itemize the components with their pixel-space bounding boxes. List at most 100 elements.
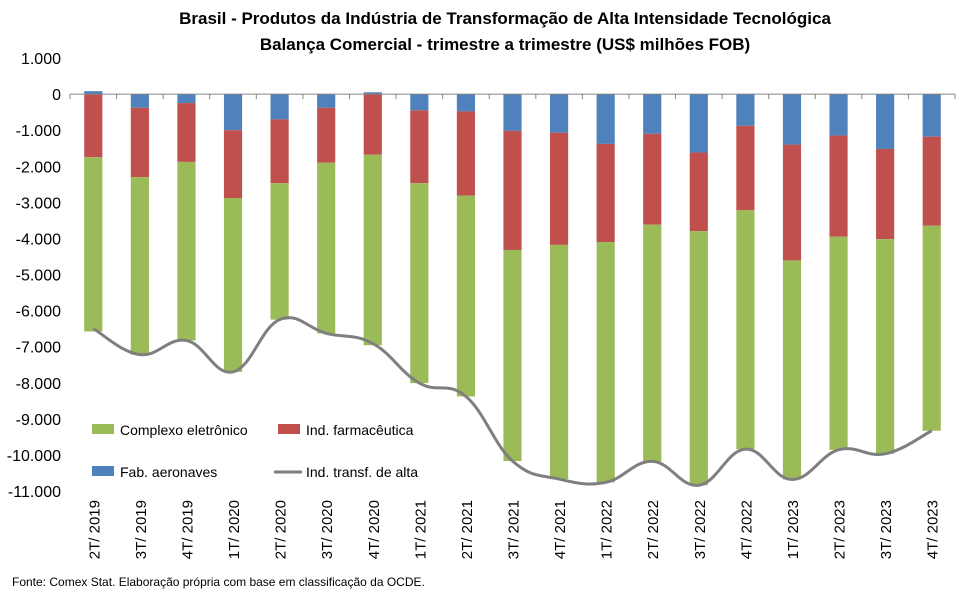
bar-segment	[596, 94, 615, 144]
bar-segment	[689, 94, 708, 153]
bar-segment	[829, 135, 848, 237]
bar-segment	[270, 94, 289, 120]
y-tick-label: -7.000	[16, 340, 61, 357]
bar-segment	[596, 242, 615, 483]
bar-segment	[177, 94, 196, 104]
bar-segment	[223, 94, 243, 131]
x-tick-label: 1T/ 2020	[226, 500, 243, 559]
legend-label: Ind. transf. de alta	[306, 464, 418, 480]
bar-segment	[689, 152, 708, 232]
y-tick-label: -10.000	[7, 448, 61, 465]
x-tick-label: 2T/ 2022	[645, 500, 662, 559]
source-note: Fonte: Comex Stat. Elaboração própria co…	[12, 575, 425, 589]
bar-segment	[177, 161, 196, 341]
bar-segment	[643, 133, 662, 225]
bar-segment	[130, 177, 149, 355]
bar-segment	[317, 94, 336, 108]
bar-segment	[130, 107, 149, 178]
y-tick-label: -1.000	[16, 123, 61, 140]
y-axis: 1.000 0 -1.000 -2.000 -3.000 -4.000 -5.000 -6.0…	[7, 51, 61, 501]
bar-segment	[922, 94, 941, 137]
legend-swatch	[92, 424, 114, 434]
x-tick-label: 4T/ 2022	[738, 500, 755, 559]
x-tick-label: 3T/ 2022	[692, 500, 709, 559]
bar-segment	[456, 195, 476, 397]
y-tick-label: -9.000	[16, 412, 61, 429]
y-tick-label: -4.000	[16, 231, 61, 248]
x-tick-label: 4T/ 2021	[552, 500, 569, 559]
x-tick-label: 4T/ 2020	[366, 500, 383, 559]
x-tick-label: 1T/ 2023	[785, 500, 802, 559]
x-tick-label: 3T/ 2021	[506, 500, 523, 559]
bar-segment	[876, 148, 895, 240]
bar-segment	[503, 249, 522, 462]
bar-series	[84, 91, 941, 486]
bar-segment	[410, 183, 429, 384]
y-tick-label: 1.000	[21, 51, 61, 68]
bar-segment	[503, 130, 522, 250]
bar-segment	[223, 130, 243, 199]
bar-segment	[876, 94, 895, 149]
bar-segment	[223, 198, 243, 372]
bar-segment	[84, 157, 103, 332]
y-tick-label: -11.000	[8, 484, 61, 501]
bar-segment	[549, 244, 569, 480]
bar-segment	[736, 125, 755, 211]
bar-segment	[130, 94, 149, 108]
legend-label: Fab. aeronaves	[120, 464, 217, 480]
x-axis: 2T/ 2019 3T/ 2019 4T/ 2019 1T/ 2020 2T/ 2020…	[69, 93, 956, 559]
legend-label: Ind. farmacêutica	[306, 422, 414, 438]
bar-segment	[829, 236, 848, 450]
bar-segment	[782, 94, 802, 145]
y-tick-label: 0	[52, 87, 61, 104]
y-tick-label: -8.000	[16, 376, 61, 393]
bar-segment	[84, 94, 103, 158]
line-series	[92, 316, 933, 487]
legend-label: Complexo eletrônico	[120, 422, 248, 438]
x-tick-label: 1T/ 2022	[599, 500, 616, 559]
bar-segment	[596, 143, 615, 243]
bar-segment	[689, 231, 708, 486]
x-tick-label: 2T/ 2020	[273, 500, 290, 559]
bar-segment	[736, 210, 755, 450]
bar-segment	[829, 94, 848, 136]
bar-segment	[782, 144, 802, 261]
bar-segment	[363, 92, 382, 95]
bar-segment	[456, 94, 476, 112]
bar-segment	[876, 239, 895, 454]
x-tick-label: 4T/ 2019	[179, 500, 196, 559]
y-tick-label: -3.000	[16, 195, 61, 212]
bar-segment	[643, 224, 662, 462]
chart-title: Brasil - Produtos da Indústria de Transf…	[179, 9, 831, 28]
bar-segment	[922, 136, 941, 226]
chart-subtitle: Balança Comercial - trimestre a trimestr…	[260, 35, 750, 54]
bar-segment	[922, 225, 941, 431]
legend-swatch	[92, 466, 114, 476]
bar-segment	[363, 94, 382, 155]
x-tick-label: 2T/ 2023	[832, 500, 849, 559]
legend: Complexo eletrônico Ind. farmacêutica Fab.…	[92, 422, 418, 480]
y-tick-label: -5.000	[16, 268, 61, 285]
bar-segment	[270, 183, 289, 320]
bar-segment	[643, 94, 662, 134]
bar-segment	[456, 111, 476, 196]
bar-segment	[736, 94, 755, 126]
y-tick-label: -2.000	[16, 159, 61, 176]
bar-segment	[549, 94, 569, 133]
bar-segment	[84, 91, 103, 95]
bar-segment	[317, 107, 336, 163]
bar-segment	[317, 162, 336, 334]
x-tick-label: 3T/ 2020	[319, 500, 336, 559]
bar-segment	[410, 94, 429, 111]
x-tick-label: 3T/ 2019	[133, 500, 150, 559]
bar-segment	[503, 94, 522, 131]
y-tick-label: -6.000	[16, 304, 61, 321]
bar-segment	[177, 103, 196, 162]
x-tick-label: 2T/ 2019	[86, 500, 103, 559]
bar-segment	[782, 260, 802, 480]
x-tick-label: 4T/ 2023	[925, 500, 942, 559]
line-ind-transf-alta	[92, 316, 933, 487]
x-tick-label: 1T/ 2021	[412, 500, 429, 559]
bar-segment	[270, 119, 289, 184]
